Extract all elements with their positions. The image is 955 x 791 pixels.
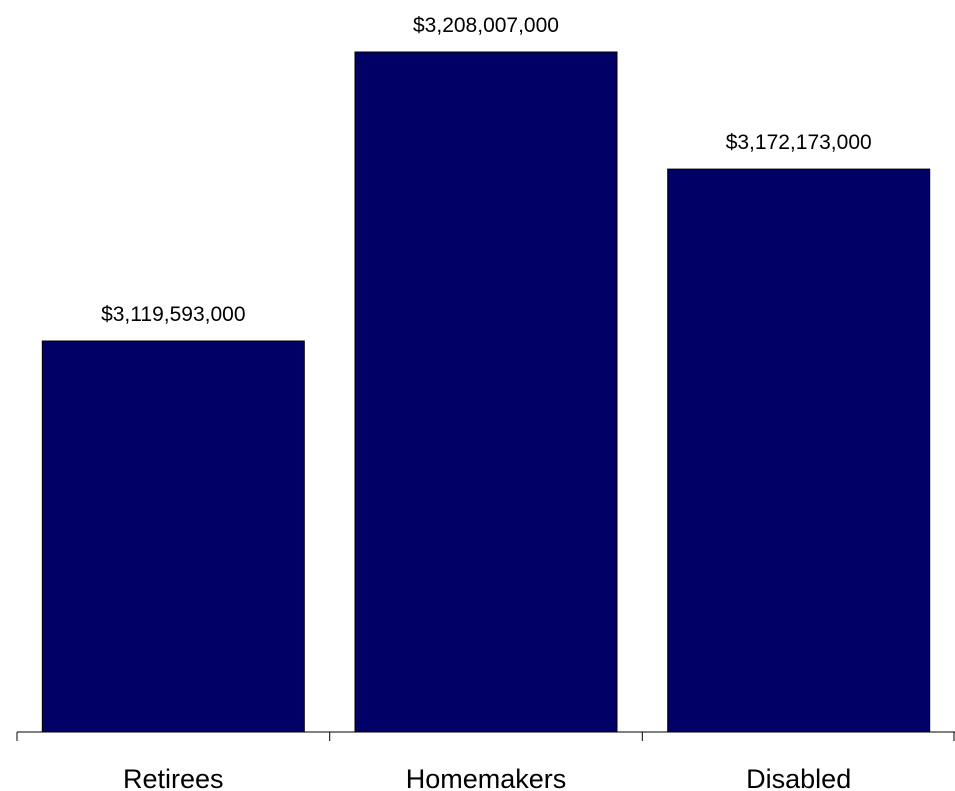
bar-retirees xyxy=(41,340,305,733)
data-labels-group: $3,119,593,000 $3,208,007,000 $3,172,173,0… xyxy=(101,14,872,326)
bars-group xyxy=(41,51,931,733)
category-label-retirees: Retirees xyxy=(123,764,224,791)
category-label-homemakers: Homemakers xyxy=(406,764,567,791)
bar-disabled xyxy=(667,168,931,733)
bar-homemakers xyxy=(354,51,618,733)
x-axis xyxy=(16,731,955,741)
data-label-retirees: $3,119,593,000 xyxy=(101,303,245,326)
category-label-disabled: Disabled xyxy=(746,764,851,791)
category-labels-group: Retirees Homemakers Disabled xyxy=(123,764,851,791)
data-label-disabled: $3,172,173,000 xyxy=(726,131,872,154)
data-label-homemakers: $3,208,007,000 xyxy=(413,14,559,37)
